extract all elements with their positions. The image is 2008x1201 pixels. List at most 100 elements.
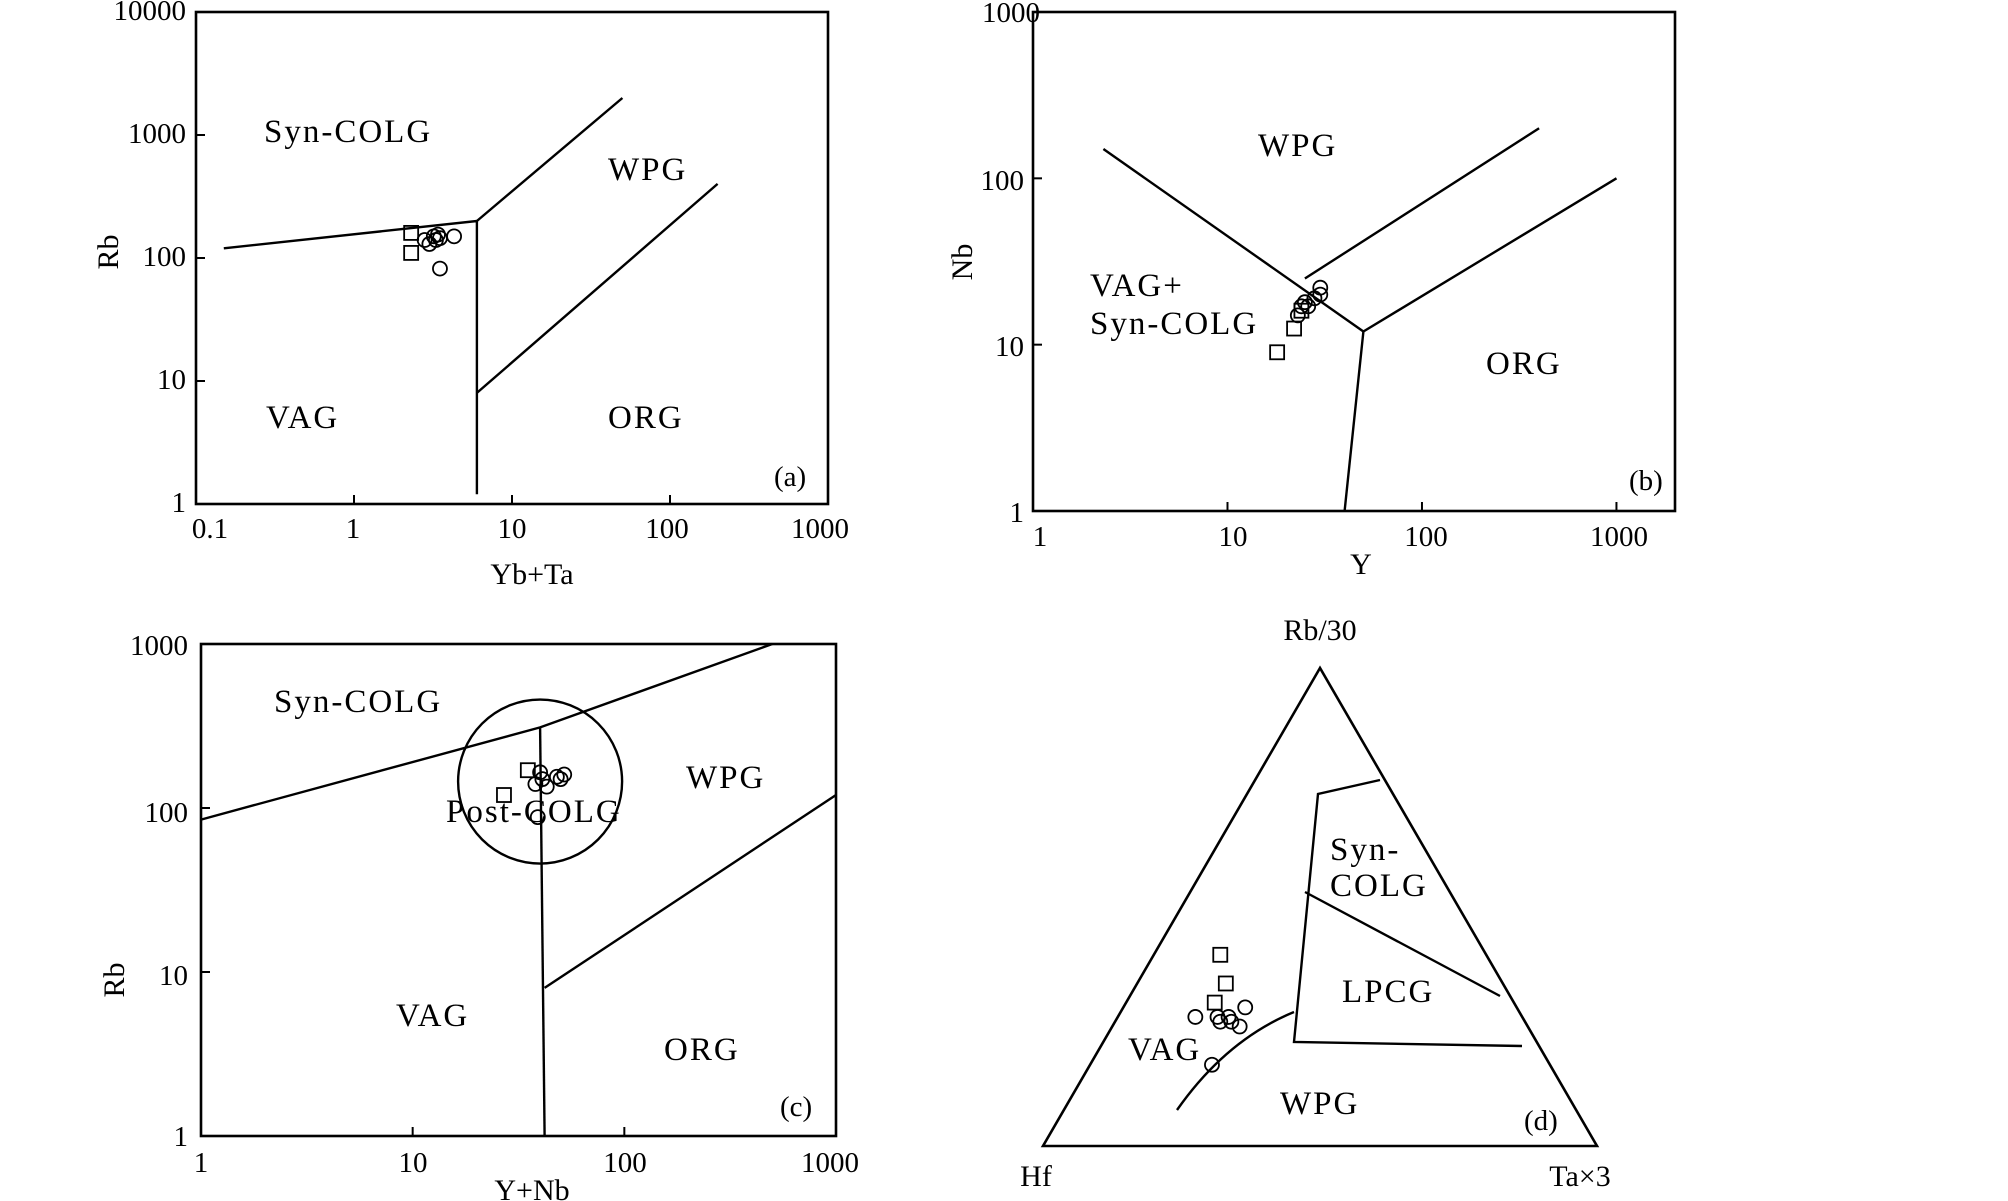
field-boundary (1343, 331, 1365, 512)
x-tick-label: 1000 (791, 513, 849, 545)
field-boundary (476, 182, 719, 394)
data-point-circle (556, 766, 573, 783)
ticks-a (195, 11, 829, 505)
field-label: Post-COLG (446, 794, 622, 830)
data-point-square (1286, 320, 1302, 337)
data-point-circle (1237, 999, 1254, 1016)
panel-c: 1 10 100 1000 1 10 100 1000 Y+Nb Rb Syn-… (98, 630, 859, 1201)
data-point-circle (548, 768, 565, 785)
y-tick-label: 1 (174, 1121, 189, 1153)
data-point-circle (532, 764, 549, 781)
x-tick-label: 10 (1219, 521, 1248, 553)
y-tick-label: 10 (995, 331, 1024, 363)
data-point-square (1212, 946, 1229, 963)
x-axis-label-b: Y (1350, 548, 1372, 581)
data-point-circle (1220, 1009, 1237, 1025)
field-boundary (476, 97, 624, 222)
panel-d: Rb/30 Hf Ta×3 Syn- COLG LPCG VAG WPG (d) (1020, 614, 1611, 1193)
data-point-circle (1187, 1009, 1204, 1025)
boundaries-c (200, 642, 837, 1137)
data-point-square (403, 224, 420, 241)
y-axis-label-a: Rb (92, 234, 125, 269)
field-label: Syn-COLG (1090, 306, 1258, 342)
data-point-circle (1312, 286, 1329, 303)
field-boundary (1304, 127, 1540, 280)
field-label: WPG (608, 152, 687, 188)
ternary-triangle (1040, 665, 1600, 1148)
x-tick-label: 0.1 (192, 513, 228, 545)
y-tick-label: 1 (172, 487, 187, 519)
x-tick-label: 10 (399, 1147, 428, 1179)
x-tick-label: 1000 (801, 1147, 859, 1179)
data-point-circle (416, 232, 433, 248)
field-boundary (1362, 177, 1618, 333)
y-tick-label: 100 (145, 797, 189, 829)
field-label: COLG (1330, 868, 1428, 904)
data-point-circle (538, 778, 555, 795)
y-tick-label: 10 (157, 364, 186, 396)
panel-b: 1 10 100 1000 1 10 100 1000 Y Nb WPG VAG… (946, 0, 1677, 581)
data-point-circle (1293, 298, 1310, 315)
data-point-circle (1289, 307, 1306, 324)
data-point-circle (1312, 279, 1329, 296)
y-tick-label: 10000 (114, 0, 187, 27)
apex-label-right: Ta×3 (1549, 1160, 1610, 1193)
plot-frame-c (199, 642, 838, 1138)
field-boundary (543, 793, 837, 989)
field-label: ORG (608, 400, 684, 436)
points-d (1187, 946, 1254, 1073)
panel-label-d: (d) (1524, 1105, 1558, 1137)
field-label: WPG (1258, 128, 1337, 164)
data-point-circle (446, 228, 462, 245)
field-boundary (538, 727, 546, 1137)
boundaries-a (223, 97, 719, 495)
points-c (496, 762, 573, 826)
field-label: Syn-COLG (264, 114, 432, 150)
field-label: VAG (396, 998, 469, 1034)
x-tick-label: 100 (603, 1147, 647, 1179)
y-tick-label: 100 (981, 165, 1025, 197)
field-label: LPCG (1342, 974, 1434, 1010)
field-label: Syn-COLG (274, 684, 442, 720)
data-point-circle (1231, 1018, 1248, 1035)
y-tick-label: 1 (1010, 497, 1025, 529)
field-boundary (1102, 148, 1365, 333)
field-label: WPG (1280, 1086, 1359, 1122)
x-tick-label: 100 (645, 513, 689, 545)
data-point-square (1206, 994, 1223, 1011)
x-tick-label: 1 (346, 513, 361, 545)
panel-label-a: (a) (774, 461, 806, 493)
data-point-circle (552, 771, 569, 788)
field-label: VAG (1128, 1032, 1201, 1068)
ticks-c (200, 643, 837, 1137)
data-point-circle (1296, 294, 1313, 311)
data-point-square (519, 762, 536, 779)
data-point-square (496, 787, 512, 803)
field-label: ORG (664, 1032, 740, 1068)
field-label: VAG+ (1090, 268, 1184, 304)
apex-label-left: Hf (1020, 1160, 1052, 1193)
x-tick-label: 1 (194, 1147, 209, 1179)
field-label: VAG (266, 400, 339, 436)
field-label: Syn- (1330, 832, 1400, 868)
plot-frame-b (1031, 10, 1677, 513)
field-label: ORG (1486, 346, 1562, 382)
panel-label-b: (b) (1629, 465, 1663, 497)
boundaries-d (1176, 778, 1523, 1111)
field-boundary (1176, 1010, 1295, 1111)
data-point-circle (432, 260, 448, 277)
data-point-circle (1209, 1009, 1226, 1025)
y-tick-label: 1000 (128, 118, 186, 150)
x-axis-label-c: Y+Nb (494, 1174, 569, 1201)
post-colg-circle (456, 698, 624, 865)
y-tick-label: 1000 (982, 0, 1040, 29)
field-boundary (1292, 778, 1523, 1048)
data-point-circle (529, 809, 546, 826)
points-a (403, 224, 462, 277)
x-axis-label-a: Yb+Ta (490, 558, 573, 591)
data-point-square (1217, 975, 1234, 992)
apex-label-top: Rb/30 (1283, 614, 1356, 647)
panel-label-c: (c) (780, 1091, 812, 1123)
y-tick-label: 10 (159, 960, 188, 992)
